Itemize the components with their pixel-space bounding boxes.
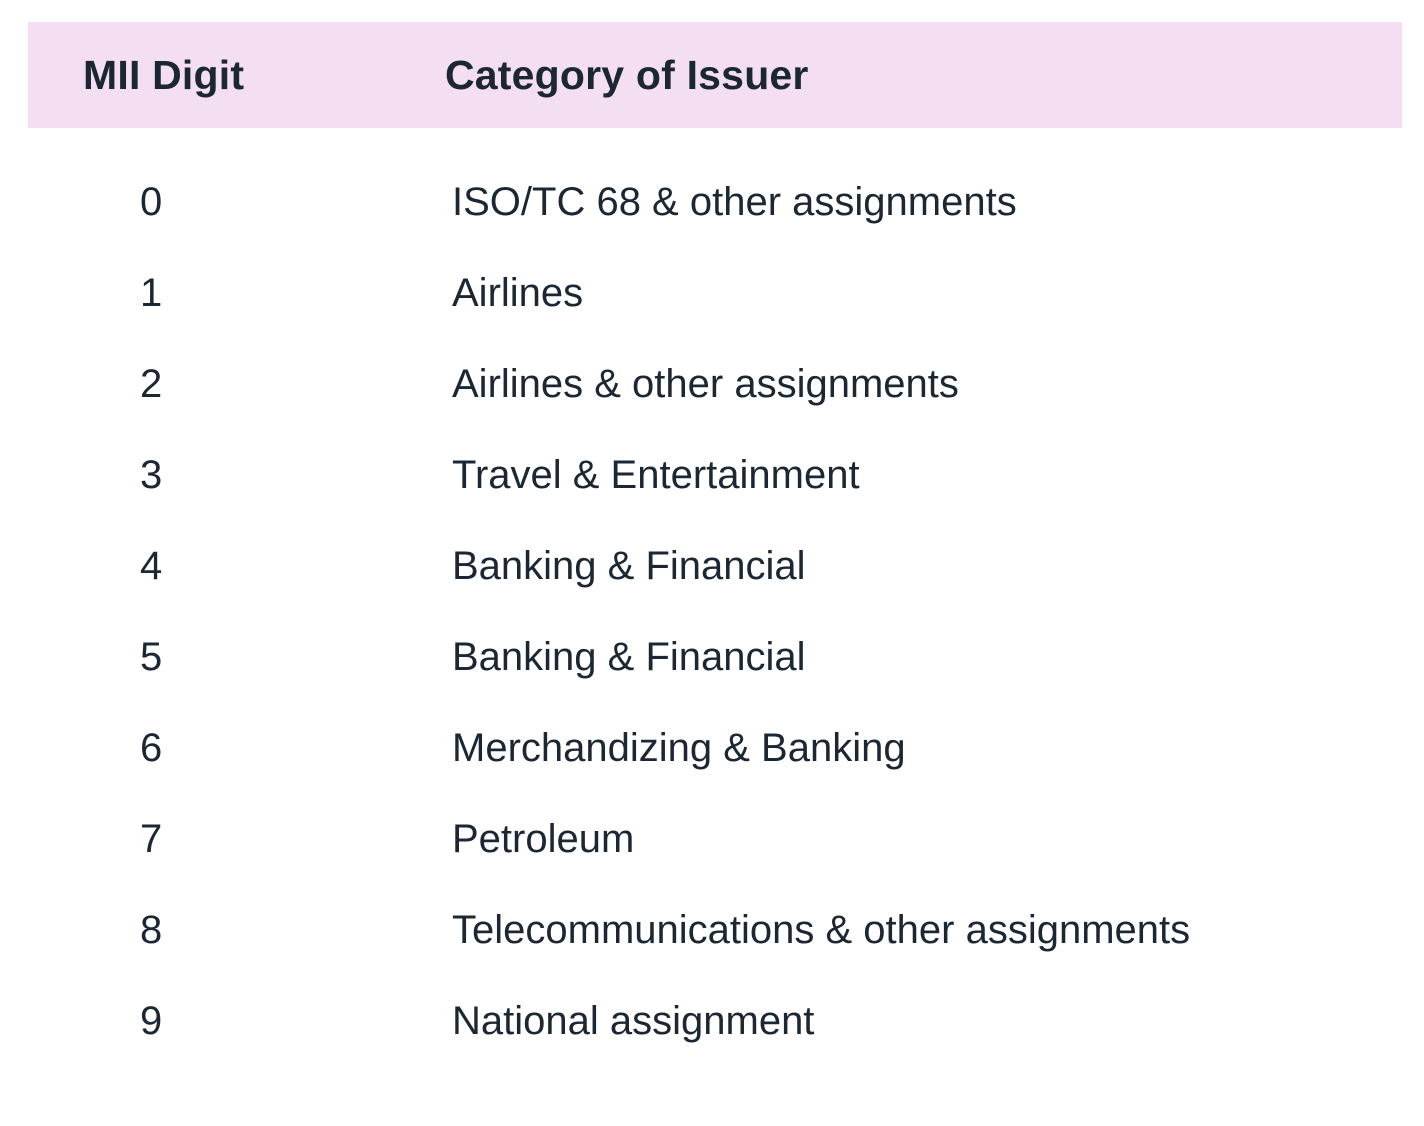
category-cell: Banking & Financial [452, 544, 806, 588]
table-row: 4 Banking & Financial [28, 521, 1402, 612]
mii-digit-cell: 0 [140, 180, 163, 224]
table-row: 3 Travel & Entertainment [28, 430, 1402, 521]
mii-digit-cell: 7 [140, 817, 163, 861]
table-row: 1 Airlines [28, 248, 1402, 339]
mii-digit-cell: 2 [140, 362, 163, 406]
mii-digit-cell: 5 [140, 635, 163, 679]
table-body: 0 ISO/TC 68 & other assignments 1 Airlin… [28, 157, 1402, 1067]
category-cell: Travel & Entertainment [452, 453, 860, 497]
mii-digit-cell: 4 [140, 544, 163, 588]
mii-digit-cell: 8 [140, 908, 163, 952]
table-row: 6 Merchandizing & Banking [28, 703, 1402, 794]
category-cell: Airlines [452, 271, 584, 315]
category-cell: Banking & Financial [452, 635, 806, 679]
table-row: 5 Banking & Financial [28, 612, 1402, 703]
table-row: 0 ISO/TC 68 & other assignments [28, 157, 1402, 248]
column-header-category-of-issuer: Category of Issuer [445, 51, 809, 98]
category-cell: ISO/TC 68 & other assignments [452, 180, 1017, 224]
category-cell: National assignment [452, 999, 815, 1043]
category-cell: Petroleum [452, 817, 635, 861]
mii-digit-cell: 3 [140, 453, 163, 497]
table-row: 7 Petroleum [28, 794, 1402, 885]
category-cell: Airlines & other assignments [452, 362, 959, 406]
mii-digit-cell: 6 [140, 726, 163, 770]
table-row: 2 Airlines & other assignments [28, 339, 1402, 430]
table-row: 8 Telecommunications & other assignments [28, 885, 1402, 976]
column-header-mii-digit: MII Digit [83, 51, 245, 98]
table-row: 9 National assignment [28, 976, 1402, 1067]
mii-digit-cell: 9 [140, 999, 163, 1043]
category-cell: Merchandizing & Banking [452, 726, 906, 770]
category-cell: Telecommunications & other assignments [452, 908, 1191, 952]
table-header-row: MII Digit Category of Issuer [28, 22, 1402, 128]
mii-digit-cell: 1 [140, 271, 163, 315]
